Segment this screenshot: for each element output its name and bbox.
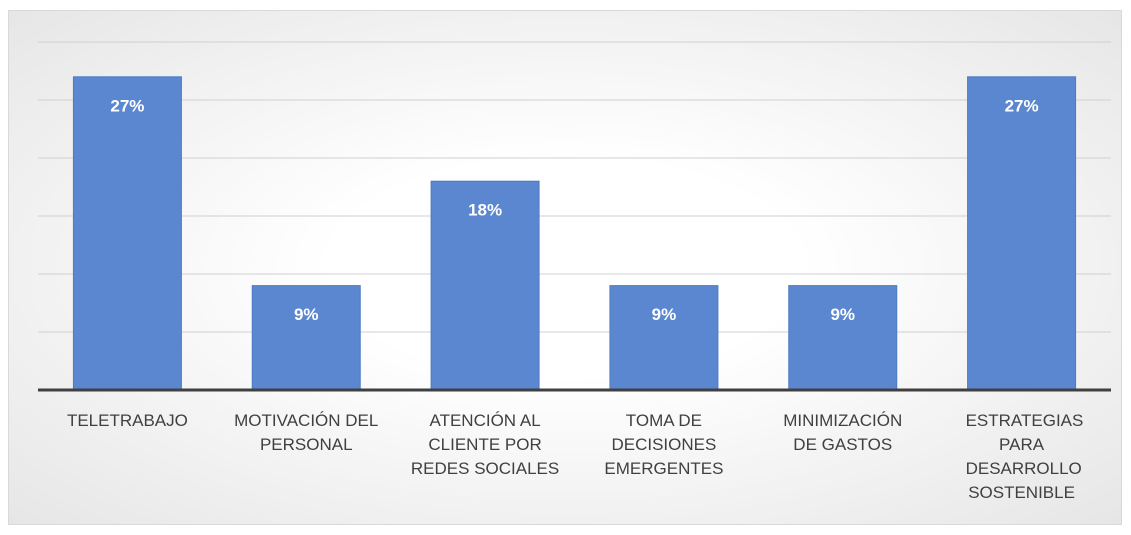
x-tick-label: ESTRATEGIAS PARA DESARROLLO SOSTENIBLE bbox=[965, 411, 1084, 502]
bar bbox=[788, 285, 898, 391]
data-label: 18% bbox=[468, 201, 502, 220]
data-label: 27% bbox=[1005, 96, 1039, 115]
x-tick-label: TELETRABAJO bbox=[66, 411, 188, 430]
data-label: 27% bbox=[110, 96, 144, 115]
chart-frame bbox=[8, 10, 1122, 525]
bar bbox=[609, 285, 719, 391]
data-label: 9% bbox=[830, 305, 855, 324]
x-tick-label: ATENCIÓN AL CLIENTE POR REDES SOCIALES bbox=[410, 411, 560, 478]
bar bbox=[967, 76, 1077, 391]
data-label: 9% bbox=[652, 305, 677, 324]
x-tick-label: TOMA DE DECISIONES EMERGENTES bbox=[604, 411, 724, 478]
data-label: 9% bbox=[294, 305, 319, 324]
bar bbox=[251, 285, 361, 391]
x-tick-label: MINIMIZACIÓN DE GASTOS bbox=[783, 411, 903, 454]
bar bbox=[72, 76, 182, 391]
x-tick-label: MOTIVACIÓN DEL PERSONAL bbox=[234, 411, 379, 454]
bar bbox=[430, 180, 540, 391]
